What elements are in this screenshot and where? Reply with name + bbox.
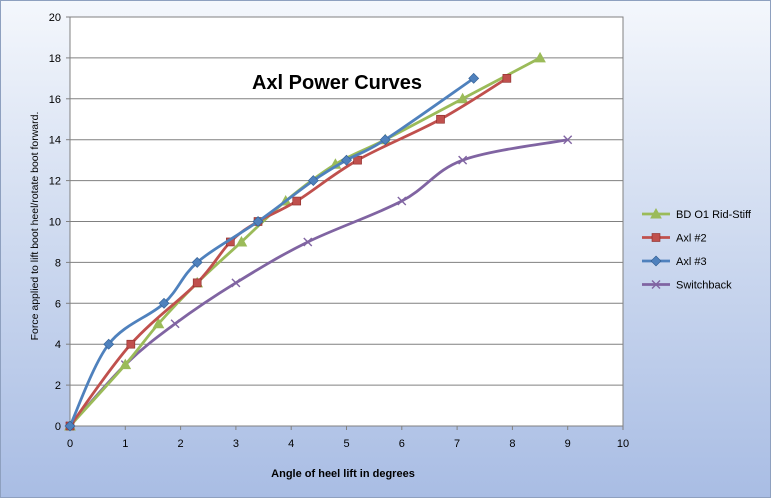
x-tick-label: 3	[233, 438, 239, 450]
data-point	[307, 175, 319, 187]
legend-label: BD O1 Rid-Stiff	[676, 209, 752, 221]
legend-label: Axl #2	[676, 233, 707, 245]
legend-label: Axl #3	[676, 256, 707, 268]
y-tick-label: 20	[49, 12, 61, 24]
legend-item: BD O1 Rid-Stiff	[642, 207, 752, 221]
data-point	[468, 72, 480, 84]
legend-marker	[651, 280, 661, 289]
legend-marker	[650, 207, 662, 219]
x-tick-label: 4	[288, 438, 294, 450]
data-point	[170, 319, 180, 329]
y-tick-label: 4	[55, 339, 61, 351]
x-tick-label: 6	[399, 438, 405, 450]
legend-marker	[651, 233, 661, 242]
x-tick-label: 0	[67, 438, 73, 450]
data-point	[341, 154, 352, 166]
legend-label: Switchback	[676, 280, 732, 292]
x-tick-label: 10	[617, 438, 629, 450]
y-tick-label: 6	[55, 298, 61, 310]
data-point	[158, 297, 170, 309]
series-layer	[64, 51, 573, 432]
y-tick-label: 0	[55, 421, 61, 433]
y-tick-label: 16	[49, 94, 61, 106]
y-tick-label: 18	[49, 53, 61, 65]
data-point	[64, 420, 76, 432]
data-point	[126, 339, 136, 349]
data-point	[235, 235, 248, 247]
y-tick-label: 14	[49, 135, 61, 147]
data-point	[231, 278, 241, 288]
y-tick-label: 10	[49, 217, 61, 229]
data-point	[252, 216, 264, 227]
data-point	[534, 51, 546, 63]
x-tick-label: 1	[122, 438, 128, 450]
data-point	[397, 196, 407, 206]
data-point	[456, 92, 469, 104]
y-tick-label: 12	[49, 176, 61, 188]
x-tick-label: 8	[509, 438, 515, 450]
y-tick-label: 8	[55, 257, 61, 269]
data-point	[436, 114, 445, 124]
data-point	[292, 196, 302, 206]
legend-item: Switchback	[642, 280, 732, 292]
data-point	[192, 278, 202, 288]
data-point	[152, 317, 165, 329]
data-point	[563, 135, 573, 145]
x-tick-label: 9	[565, 438, 571, 450]
x-tick-label: 2	[178, 438, 184, 450]
legend: BD O1 Rid-Stiff Axl #2 Axl #3 Switchback	[642, 207, 752, 292]
x-tick-label: 7	[454, 438, 460, 450]
legend-item: Axl #3	[642, 255, 707, 268]
chart-title: Axl Power Curves	[252, 72, 422, 94]
data-point	[379, 134, 391, 146]
data-point	[502, 74, 512, 83]
gridlines	[70, 16, 623, 386]
legend-item: Axl #2	[642, 233, 707, 245]
legend-marker	[650, 255, 662, 267]
x-axis-title: Angle of heel lift in degrees	[271, 468, 415, 480]
data-point	[119, 358, 132, 370]
x-tick-label: 5	[343, 438, 349, 450]
data-point	[191, 256, 203, 268]
data-point	[458, 155, 468, 165]
data-point	[303, 237, 313, 247]
y-axis-title: Force applied to lift boot heel/rotate b…	[29, 112, 41, 341]
y-tick-label: 2	[55, 380, 61, 392]
data-point	[103, 338, 115, 350]
series-axl-3	[64, 72, 480, 432]
